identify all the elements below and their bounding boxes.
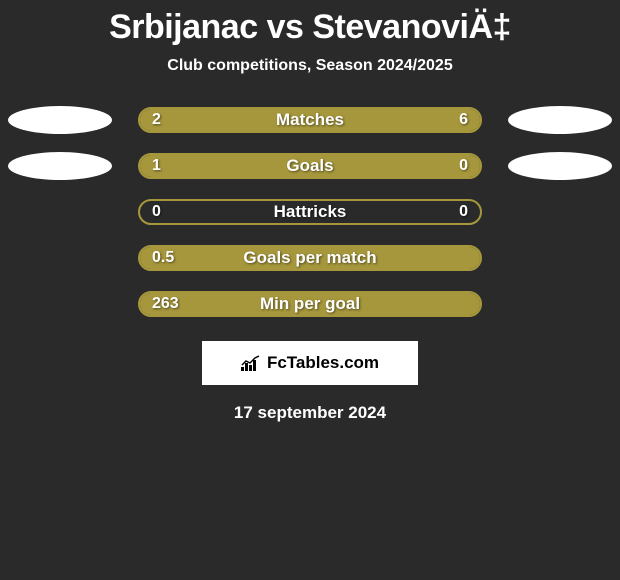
comparison-row: 0Hattricks0	[0, 199, 620, 225]
stat-value-right: 6	[459, 111, 468, 129]
stat-value-right: 0	[459, 203, 468, 221]
player-marker-right	[508, 152, 612, 180]
page-title: Srbijanac vs StevanoviÄ‡	[0, 8, 620, 47]
stat-label: Matches	[140, 110, 480, 130]
comparison-row: 1Goals0	[0, 153, 620, 179]
player-marker-right	[508, 106, 612, 134]
player-marker-left	[8, 152, 112, 180]
stat-bar: 0.5Goals per match	[138, 245, 482, 271]
footer-date: 17 september 2024	[0, 403, 620, 423]
chart-icon	[241, 355, 261, 376]
player-marker-left	[8, 106, 112, 134]
stat-label: Goals per match	[140, 248, 480, 268]
comparison-row: 0.5Goals per match	[0, 245, 620, 271]
logo-box: FcTables.com	[202, 341, 418, 385]
stat-value-right: 0	[459, 157, 468, 175]
stat-bar: 1Goals0	[138, 153, 482, 179]
stat-bar: 0Hattricks0	[138, 199, 482, 225]
comparison-row: 263Min per goal	[0, 291, 620, 317]
stat-label: Goals	[140, 156, 480, 176]
stat-label: Min per goal	[140, 294, 480, 314]
logo-text: FcTables.com	[267, 353, 379, 373]
stat-label: Hattricks	[140, 202, 480, 222]
comparison-rows: 2Matches61Goals00Hattricks00.5Goals per …	[0, 107, 620, 317]
stat-bar: 2Matches6	[138, 107, 482, 133]
comparison-infographic: Srbijanac vs StevanoviÄ‡ Club competitio…	[0, 0, 620, 423]
page-subtitle: Club competitions, Season 2024/2025	[0, 57, 620, 75]
comparison-row: 2Matches6	[0, 107, 620, 133]
stat-bar: 263Min per goal	[138, 291, 482, 317]
